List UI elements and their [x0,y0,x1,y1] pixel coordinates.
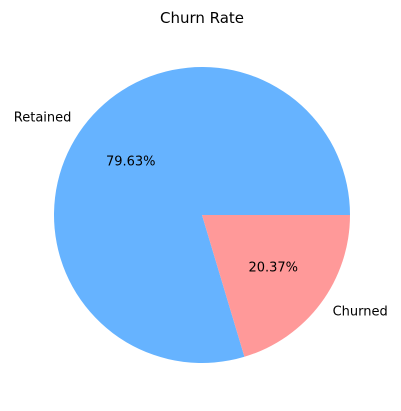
pie-percent-churned: 20.37% [248,261,298,276]
pie-slices [54,66,351,364]
pie-label-retained: Retained [14,110,72,125]
pie-label-churned: Churned [333,305,388,320]
chart-title: Churn Rate [160,9,244,27]
pie-labels: Retained 79.63% Churned 20.37% [14,110,388,319]
pie-percent-retained: 79.63% [106,154,156,169]
pie-slice-churned [202,215,350,357]
